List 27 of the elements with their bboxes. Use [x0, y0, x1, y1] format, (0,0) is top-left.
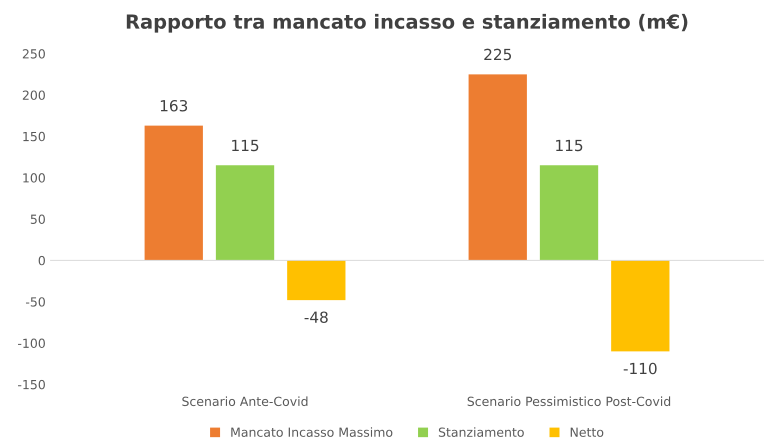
data-label: 115: [556, 140, 582, 152]
chart-title: Rapporto tra mancato incasso e stanziamento (m€): [126, 14, 688, 33]
data-label: 225: [484, 48, 511, 60]
x-tick-label: Scenario Ante-Covid: [182, 396, 308, 406]
y-tick-label: -150: [18, 380, 45, 390]
bar: [216, 165, 274, 260]
bar: [468, 74, 527, 260]
legend-label: Stanziamento: [438, 427, 524, 437]
y-tick-label: 150: [23, 132, 45, 142]
y-tick-label: -100: [18, 338, 45, 348]
y-tick-label: 0: [38, 256, 45, 266]
y-tick-label: -50: [26, 297, 45, 307]
y-tick-label: 50: [30, 214, 45, 224]
bar: [287, 260, 346, 300]
x-tick-label: Scenario Pessimistico Post-Covid: [468, 396, 670, 406]
y-tick-label: 250: [22, 49, 45, 59]
data-label: -48: [304, 311, 328, 324]
legend-label: Netto: [570, 428, 604, 437]
bar: [540, 165, 598, 260]
data-label: 115: [232, 140, 258, 152]
bar: [611, 260, 670, 352]
y-tick-label: 200: [22, 90, 45, 100]
data-label: 163: [160, 100, 188, 112]
bar: [144, 126, 203, 260]
legend-label: Mancato Incasso Massimo: [231, 427, 392, 437]
y-tick-label: 100: [23, 173, 45, 183]
data-label: -110: [624, 362, 657, 374]
